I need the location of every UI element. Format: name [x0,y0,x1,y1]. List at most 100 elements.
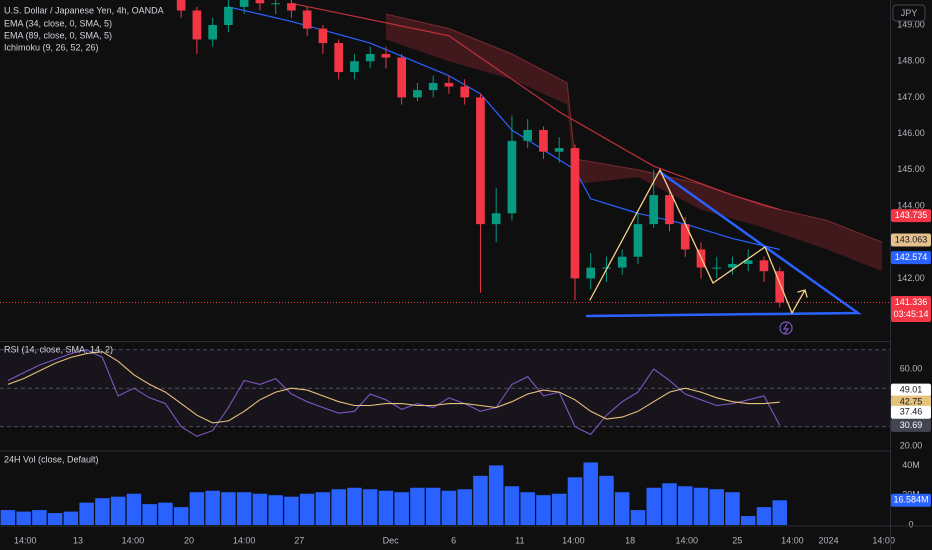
candle-body [539,129,548,152]
volume-bar [630,510,646,525]
candle-body [665,195,674,225]
x-tick-label: 27 [294,535,304,545]
volume-bar [299,493,315,525]
candle-body [586,267,596,279]
candle-body [271,3,280,5]
volume-bar [63,511,79,525]
candle-body [208,24,217,40]
candle-body [775,271,785,303]
volume-bar [236,492,252,525]
price-pane [0,0,890,308]
price-tag-label: 141.336 [895,297,928,307]
volume-bar [551,493,567,525]
price-tag [891,418,931,432]
volume-bar [315,492,331,525]
x-tick-label: 14:00 [14,535,37,545]
price-tag [891,395,931,409]
y-tick-label: 0 [908,519,913,529]
price-tag-label: 16.584M [893,495,928,505]
candle-body [649,195,659,225]
y-tick-label: 148.00 [897,56,925,66]
x-tick-label: 20 [184,535,194,545]
price-tag-label: 42.75 [900,397,923,407]
volume-bar [0,510,16,525]
y-tick-label: 149.00 [897,19,925,29]
price-tag [891,251,931,265]
candle-body [397,57,407,98]
drawings [585,168,862,335]
x-tick-label: 13 [73,535,83,545]
volume-bar [536,495,551,525]
volume-bar [126,493,142,525]
candle-body [633,224,643,257]
candle-body [728,263,737,268]
event-icon[interactable] [779,321,793,335]
symbol-title: U.S. Dollar / Japanese Yen, 4h, OANDA [4,5,164,15]
volume-bar [16,511,31,525]
x-tick-label: Dec [383,535,400,545]
price-tag-label: 30.69 [900,420,923,430]
volume-bar [599,475,614,525]
candle-body [239,0,249,7]
volume-bar [504,486,520,525]
candle-body [413,90,422,98]
candle-body [350,61,359,73]
volume-bar [252,493,268,525]
volume-bar [173,507,189,525]
volume-bar [268,495,283,525]
y-tick-label: 20.00 [900,440,923,450]
volume-bar [362,489,378,525]
candle-body [759,260,769,272]
candle-body [334,43,344,73]
volume-bar [158,502,173,525]
y-tick-label: 147.00 [897,92,925,102]
event-icon-bolt [782,323,790,334]
volume-bar [488,465,504,525]
volume-bar [410,487,425,525]
indicator-legend: Ichimoku (9, 26, 52, 26) [4,42,99,52]
volume-bar [614,492,630,525]
volume-bar [567,477,583,525]
volume-bar [142,504,157,525]
volume-bar [677,486,693,525]
volume-bar [740,516,756,525]
price-tag-label: 143.063 [895,234,928,244]
axes: 149.00 148.00 147.00 146.00 145.00 144.00 142.… [14,19,931,545]
volume-bar [79,502,94,525]
candle-body [743,260,753,264]
x-tick-label: 14:00 [562,535,585,545]
x-tick-label: 6 [451,535,456,545]
volume-bar [284,496,299,525]
candle-body [570,148,580,279]
volume-bar [709,489,724,525]
y-tick-label: 145.00 [897,164,925,174]
price-tag [891,295,931,322]
x-tick-label: 14:00 [872,535,895,545]
volume-bar [378,490,394,525]
y-tick-label: 40M [902,460,920,470]
path-drawing [589,168,808,315]
candle-body [428,82,438,91]
volume-bar [110,496,126,525]
ema-line [291,2,780,211]
rsi-pane [0,349,890,437]
y-tick-label: 146.00 [897,128,925,138]
volume-bar [473,475,488,525]
volume-bar [583,462,598,525]
candle-body [491,213,501,225]
volume-bar [457,489,472,525]
volume-bar [205,490,220,525]
candle-body [712,267,722,269]
candle-body [365,53,375,62]
candle-body [476,97,485,225]
candle-body [287,3,296,11]
x-tick-label: 14:00 [676,535,699,545]
volume-bar [95,498,110,525]
candle-body [302,10,312,29]
price-tag [891,209,931,223]
cloud-edge [385,13,883,243]
currency-button[interactable] [892,4,926,22]
currency-label: JPY [901,8,918,18]
indicator-legend: EMA (34, close, 0, SMA, 5) [4,18,112,28]
